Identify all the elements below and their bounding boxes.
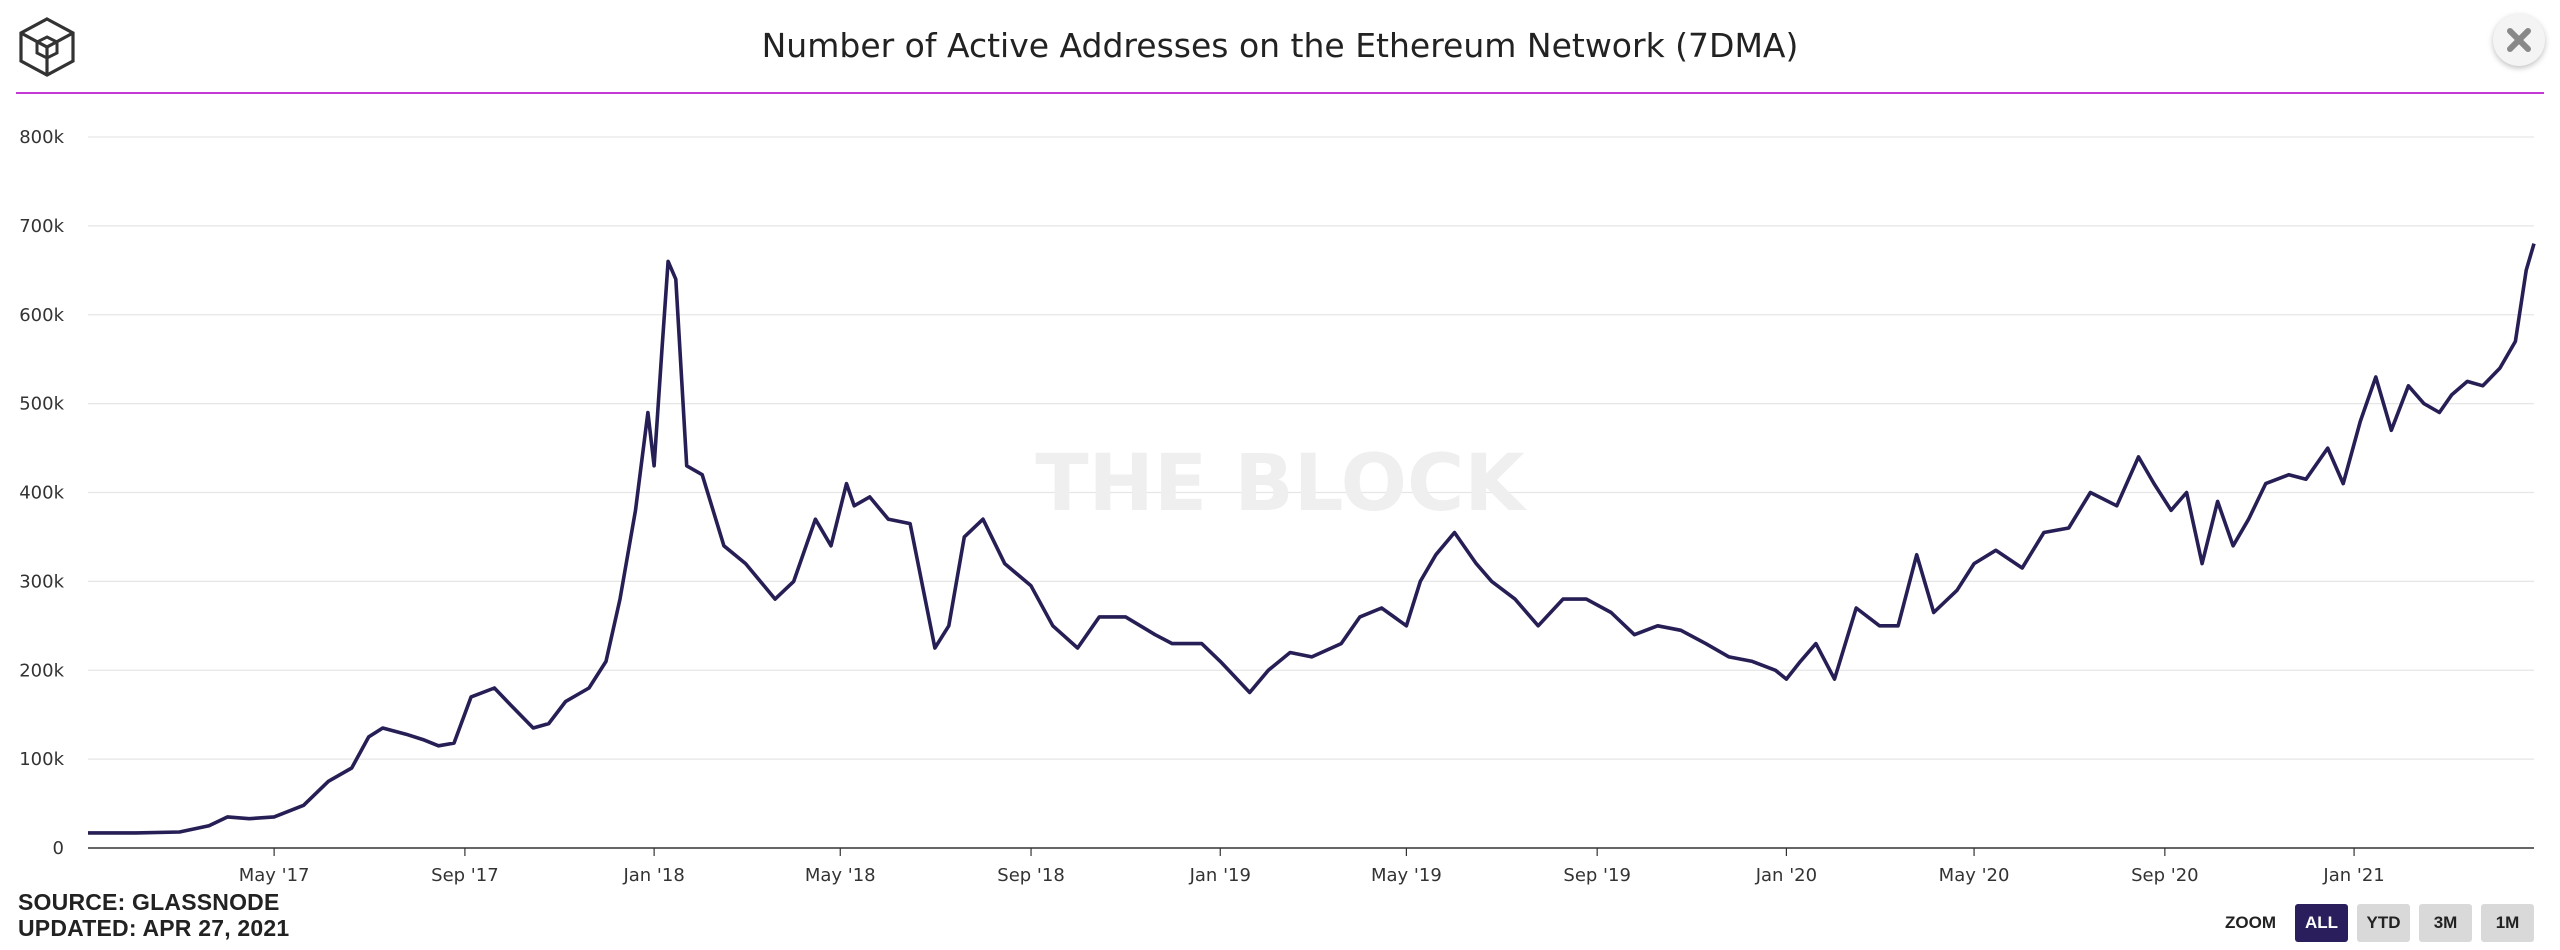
x-tick-label: Jan '19 xyxy=(1189,865,1251,886)
updated-label: UPDATED: APR 27, 2021 xyxy=(18,915,290,941)
zoom-label: ZOOM xyxy=(2225,913,2276,932)
x-tick-label: Sep '20 xyxy=(2131,865,2199,886)
zoom-all-button[interactable]: ALL xyxy=(2295,904,2348,942)
grid-lines xyxy=(88,136,2534,760)
zoom-ytd-button[interactable]: YTD xyxy=(2357,904,2410,942)
x-tick-label: May '19 xyxy=(1371,865,1442,886)
zoom-3m-button[interactable]: 3M xyxy=(2419,904,2472,942)
y-tick-label: 700k xyxy=(19,216,64,237)
x-tick-label: Jan '20 xyxy=(1755,865,1817,886)
x-tick-label: Sep '17 xyxy=(431,865,499,886)
x-tick-label: Sep '19 xyxy=(1563,865,1631,886)
y-tick-label: 500k xyxy=(19,394,64,415)
source-label: SOURCE: GLASSNODE xyxy=(18,889,280,915)
y-axis-ticks: 0 100k 200k 300k 400k 500k 600k 700k 800k xyxy=(19,127,64,859)
y-tick-label: 200k xyxy=(19,660,64,681)
close-icon xyxy=(2507,28,2531,52)
x-tick-label: May '20 xyxy=(1939,865,2010,886)
x-tick-label: Jan '21 xyxy=(2322,865,2384,886)
x-axis-ticks: May '17 Sep '17 Jan '18 May '18 Sep '18 Jan '… xyxy=(239,848,2385,886)
y-tick-label: 600k xyxy=(19,305,64,326)
x-tick-label: Jan '18 xyxy=(622,865,684,886)
close-button[interactable] xyxy=(2493,14,2545,66)
chart-title: Number of Active Addresses on the Ethere… xyxy=(761,26,1799,65)
y-tick-label: 100k xyxy=(19,749,64,770)
title-divider xyxy=(16,92,2544,94)
x-tick-label: May '17 xyxy=(239,865,310,886)
source-note: SOURCE: GLASSNODE UPDATED: APR 27, 2021 xyxy=(18,889,289,941)
zoom-controls: ZOOM ALL YTD 3M 1M xyxy=(2225,904,2534,942)
x-tick-label: May '18 xyxy=(805,865,876,886)
the-block-logo-icon xyxy=(19,17,75,77)
series-line xyxy=(88,243,2536,835)
y-tick-label: 300k xyxy=(19,571,64,592)
zoom-1m-button[interactable]: 1M xyxy=(2481,904,2534,942)
x-tick-label: Sep '18 xyxy=(997,865,1065,886)
y-tick-label: 400k xyxy=(19,483,64,504)
y-tick-label: 800k xyxy=(19,127,64,148)
watermark-text: THE BLOCK xyxy=(1035,439,1527,529)
y-tick-label: 0 xyxy=(53,838,64,859)
